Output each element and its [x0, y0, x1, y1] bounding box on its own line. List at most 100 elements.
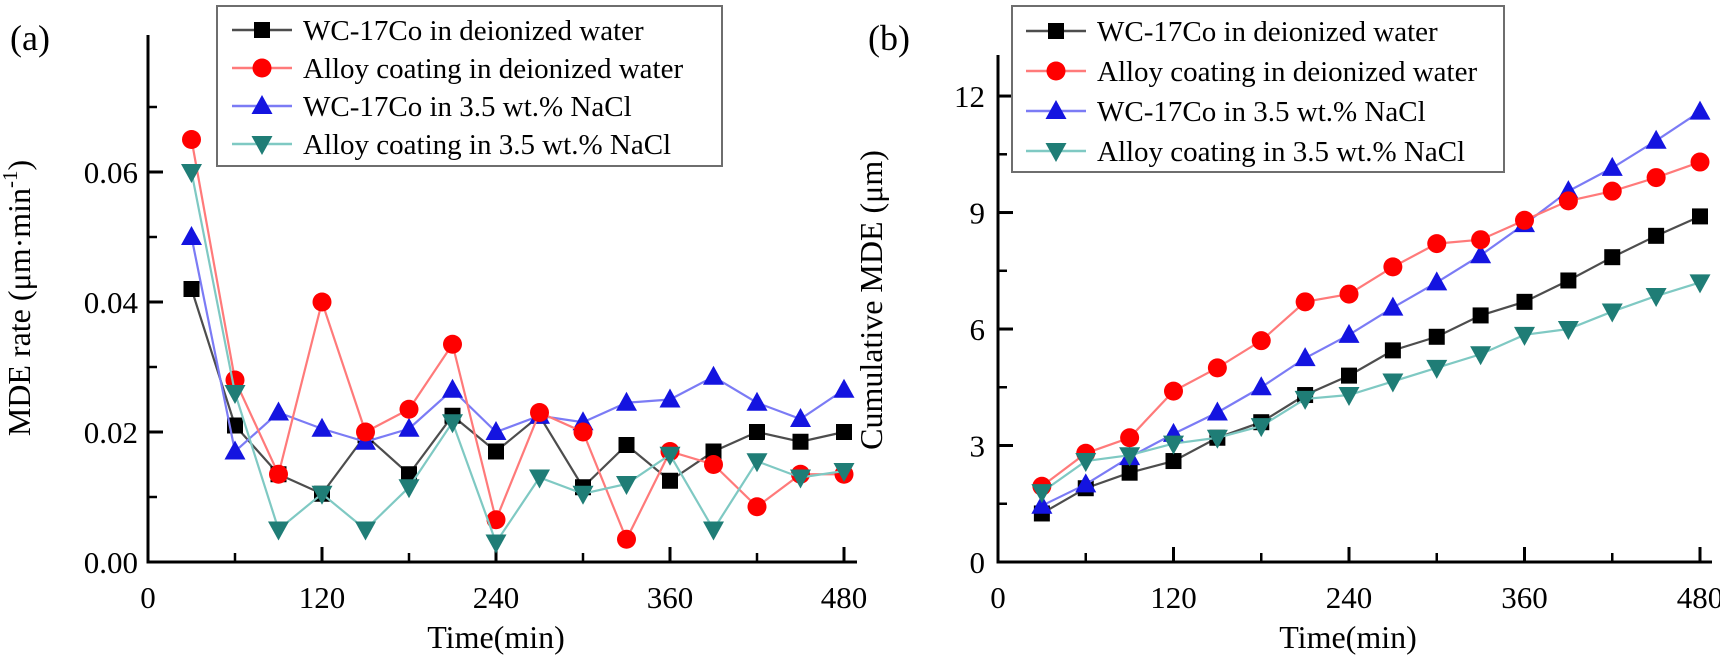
y-tick-label: 3	[970, 429, 986, 464]
series-line	[190, 236, 845, 454]
data-point-marker	[485, 534, 507, 554]
legend: WC-17Co in deionized water Alloy coating …	[216, 5, 723, 167]
data-point-marker	[1383, 257, 1403, 277]
x-axis-title: Time(min)	[427, 619, 565, 655]
data-point-marker	[181, 226, 202, 245]
data-point-marker	[1426, 271, 1448, 291]
series-line	[1041, 161, 1701, 488]
data-point-marker	[1648, 227, 1665, 244]
data-point-marker	[224, 440, 246, 460]
data-point-marker	[181, 164, 202, 183]
data-point-marker	[1427, 234, 1447, 254]
data-point-marker	[311, 417, 333, 437]
legend-item: WC-17Co in 3.5 wt.% NaCl	[232, 91, 632, 123]
series-line	[190, 288, 845, 496]
panel-b-chart: 0 120 240 360 480 0 3 6 9 12 Time(min) Cumulative M…	[853, 5, 1720, 655]
data-point-marker	[442, 378, 463, 398]
data-point-marker	[573, 422, 593, 442]
series-line	[1041, 281, 1701, 494]
legend-marker	[1048, 23, 1064, 39]
data-point-marker	[401, 466, 417, 483]
data-point-marker	[1251, 331, 1271, 351]
x-tick-label: 240	[473, 580, 520, 615]
data-point-marker	[488, 443, 504, 460]
data-point-marker	[1604, 249, 1621, 266]
legend-marker	[1045, 143, 1067, 162]
data-point-marker	[617, 529, 636, 549]
legend-item: Alloy coating in deionized water	[232, 53, 683, 85]
data-point-marker	[1645, 129, 1667, 149]
y-tick-label: 0.02	[84, 415, 138, 450]
data-point-marker	[618, 437, 635, 453]
data-point-marker	[662, 472, 678, 489]
data-point-marker	[1207, 358, 1227, 378]
data-point-marker	[1119, 447, 1141, 467]
data-point-marker	[1557, 321, 1579, 341]
data-point-marker	[1690, 152, 1710, 172]
data-point-marker	[746, 391, 768, 411]
data-point-marker	[182, 130, 201, 149]
data-point-marker	[311, 485, 333, 505]
data-point-marker	[1602, 181, 1622, 201]
legend-item: Alloy coating in deionized water	[1026, 56, 1477, 88]
x-tick-label: 480	[821, 580, 868, 615]
data-point-marker	[1601, 156, 1623, 176]
data-point-marker	[1339, 284, 1359, 304]
data-point-marker	[1560, 272, 1577, 289]
data-point-marker	[1515, 210, 1534, 230]
data-point-marker	[268, 521, 289, 541]
series-1	[182, 130, 854, 549]
data-point-marker	[1470, 346, 1492, 366]
data-point-marker	[1384, 342, 1401, 359]
x-tick-label: 480	[1677, 580, 1720, 615]
data-point-marker	[616, 391, 637, 411]
legend-label: Alloy coating in deionized water	[1097, 56, 1477, 88]
series-line	[190, 171, 845, 545]
data-point-marker	[616, 476, 637, 495]
series-line	[190, 139, 844, 542]
series-line	[1041, 110, 1701, 507]
legend-label: WC-17Co in deionized water	[303, 15, 644, 47]
data-point-marker	[1558, 191, 1578, 211]
data-point-marker	[1295, 292, 1315, 312]
legend-marker	[1046, 61, 1066, 81]
data-point-marker	[704, 455, 723, 474]
legend-label: WC-17Co in 3.5 wt.% NaCl	[1097, 96, 1426, 128]
series-0	[1033, 208, 1708, 522]
y-tick-label: 6	[970, 312, 986, 347]
legend-item: Alloy coating in 3.5 wt.% NaCl	[232, 129, 671, 161]
data-point-marker	[790, 469, 811, 489]
data-point-marker	[572, 485, 594, 505]
data-point-marker	[1428, 328, 1445, 345]
x-axis-title: Time(min)	[1279, 619, 1417, 655]
data-point-marker	[1075, 473, 1097, 493]
series-1	[1032, 152, 1710, 496]
x-tick-label: 120	[299, 580, 346, 615]
x-tick-label: 120	[1150, 580, 1197, 615]
series-3	[181, 164, 855, 554]
data-point-marker	[1164, 381, 1183, 401]
data-point-marker	[443, 334, 462, 354]
data-point-marker	[836, 424, 852, 440]
data-point-marker	[399, 399, 419, 419]
data-point-marker	[529, 469, 550, 489]
x-tick-label: 360	[647, 580, 694, 615]
data-point-marker	[703, 365, 724, 385]
data-point-marker	[1294, 347, 1316, 367]
legend-marker	[252, 58, 272, 78]
data-point-marker	[486, 510, 506, 530]
data-point-marker	[792, 433, 809, 450]
data-point-marker	[1472, 307, 1489, 324]
data-point-marker	[1338, 387, 1360, 407]
data-point-marker	[1514, 326, 1535, 346]
legend-item: WC-17Co in deionized water	[232, 15, 644, 47]
data-point-marker	[442, 414, 463, 434]
x-tick-label: 360	[1501, 580, 1548, 615]
data-point-marker	[1382, 296, 1404, 316]
data-point-marker	[1601, 303, 1623, 323]
series-2	[1031, 100, 1711, 514]
data-point-marker	[224, 385, 246, 404]
data-point-marker	[1206, 429, 1228, 449]
data-point-marker	[1692, 208, 1708, 225]
